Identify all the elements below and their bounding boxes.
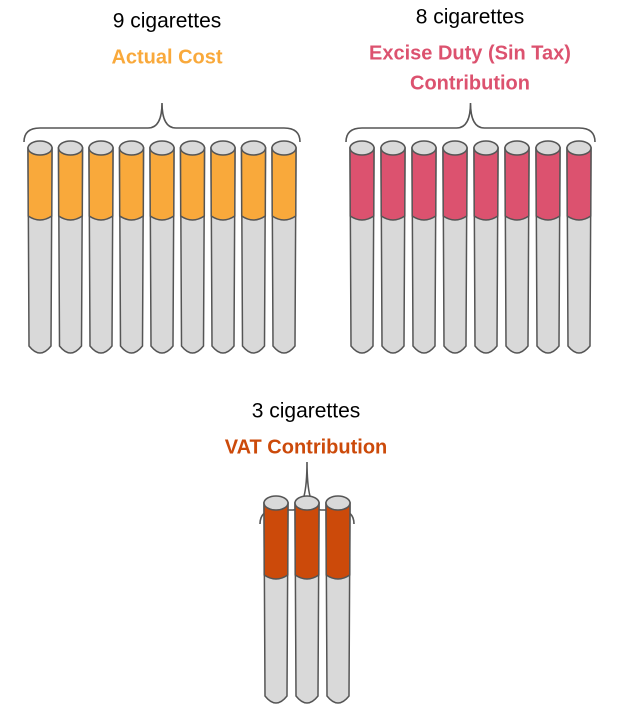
filter (411, 147, 437, 221)
count-label: 3 cigarettes (252, 400, 361, 423)
cigarette-tip (411, 140, 437, 156)
filter (566, 147, 592, 221)
cigarette-tip (210, 140, 236, 156)
cigarette (118, 140, 145, 354)
filter (325, 502, 351, 580)
filter (263, 502, 289, 580)
filter (57, 147, 84, 221)
cigarette (27, 140, 53, 354)
filter (118, 147, 145, 221)
filter (149, 147, 175, 221)
filter (271, 147, 297, 221)
cigarette-tip (57, 140, 84, 156)
brace (345, 102, 596, 143)
cigarette (566, 140, 592, 354)
cigarette (535, 140, 561, 354)
cigarette-tip (271, 140, 297, 156)
cigarette (263, 495, 289, 704)
filter (179, 147, 206, 221)
cigarette-tip (325, 495, 351, 511)
filter (504, 147, 530, 221)
cigarette (325, 495, 351, 704)
cigarette (179, 140, 206, 354)
cigarette (294, 495, 320, 704)
cigarette-tip (442, 140, 468, 156)
filter (240, 147, 267, 221)
cigarette (57, 140, 84, 354)
cigarette-tip (294, 495, 320, 511)
cigarette (504, 140, 530, 354)
cigarette-tip (27, 140, 53, 156)
cigarette-tip (566, 140, 592, 156)
filter (294, 502, 320, 580)
filter (210, 147, 236, 221)
cigarette-tip (380, 140, 406, 156)
filter (473, 147, 499, 221)
cigarette (240, 140, 267, 354)
group-label: Excise Duty (Sin Tax) (369, 42, 571, 64)
cigarette (210, 140, 236, 354)
group-label: Contribution (410, 72, 530, 94)
cigarette-tip (535, 140, 561, 156)
cigarette-tip (179, 140, 206, 156)
cigarette (271, 140, 297, 354)
cigarette-tip (240, 140, 267, 156)
group-label: VAT Contribution (225, 436, 388, 458)
cigarette-tip (263, 495, 289, 511)
filter (535, 147, 561, 221)
filter (442, 147, 468, 221)
cigarette-tip (118, 140, 145, 156)
cigarette-tip (349, 140, 375, 156)
cigarette-tip (149, 140, 175, 156)
count-label: 9 cigarettes (113, 10, 222, 33)
cigarette-tip (88, 140, 114, 156)
filter (27, 147, 53, 221)
filter (380, 147, 406, 221)
cigarette (380, 140, 406, 354)
filter (88, 147, 114, 221)
brace (23, 102, 301, 143)
cigarette-tip (473, 140, 499, 156)
cigarette (473, 140, 499, 354)
cigarette (442, 140, 468, 354)
filter (349, 147, 375, 221)
cigarette (411, 140, 437, 354)
cigarette-tip (504, 140, 530, 156)
cigarette (149, 140, 175, 354)
count-label: 8 cigarettes (416, 6, 525, 29)
cigarette (88, 140, 114, 354)
cigarette (349, 140, 375, 354)
group-label: Actual Cost (111, 46, 222, 68)
